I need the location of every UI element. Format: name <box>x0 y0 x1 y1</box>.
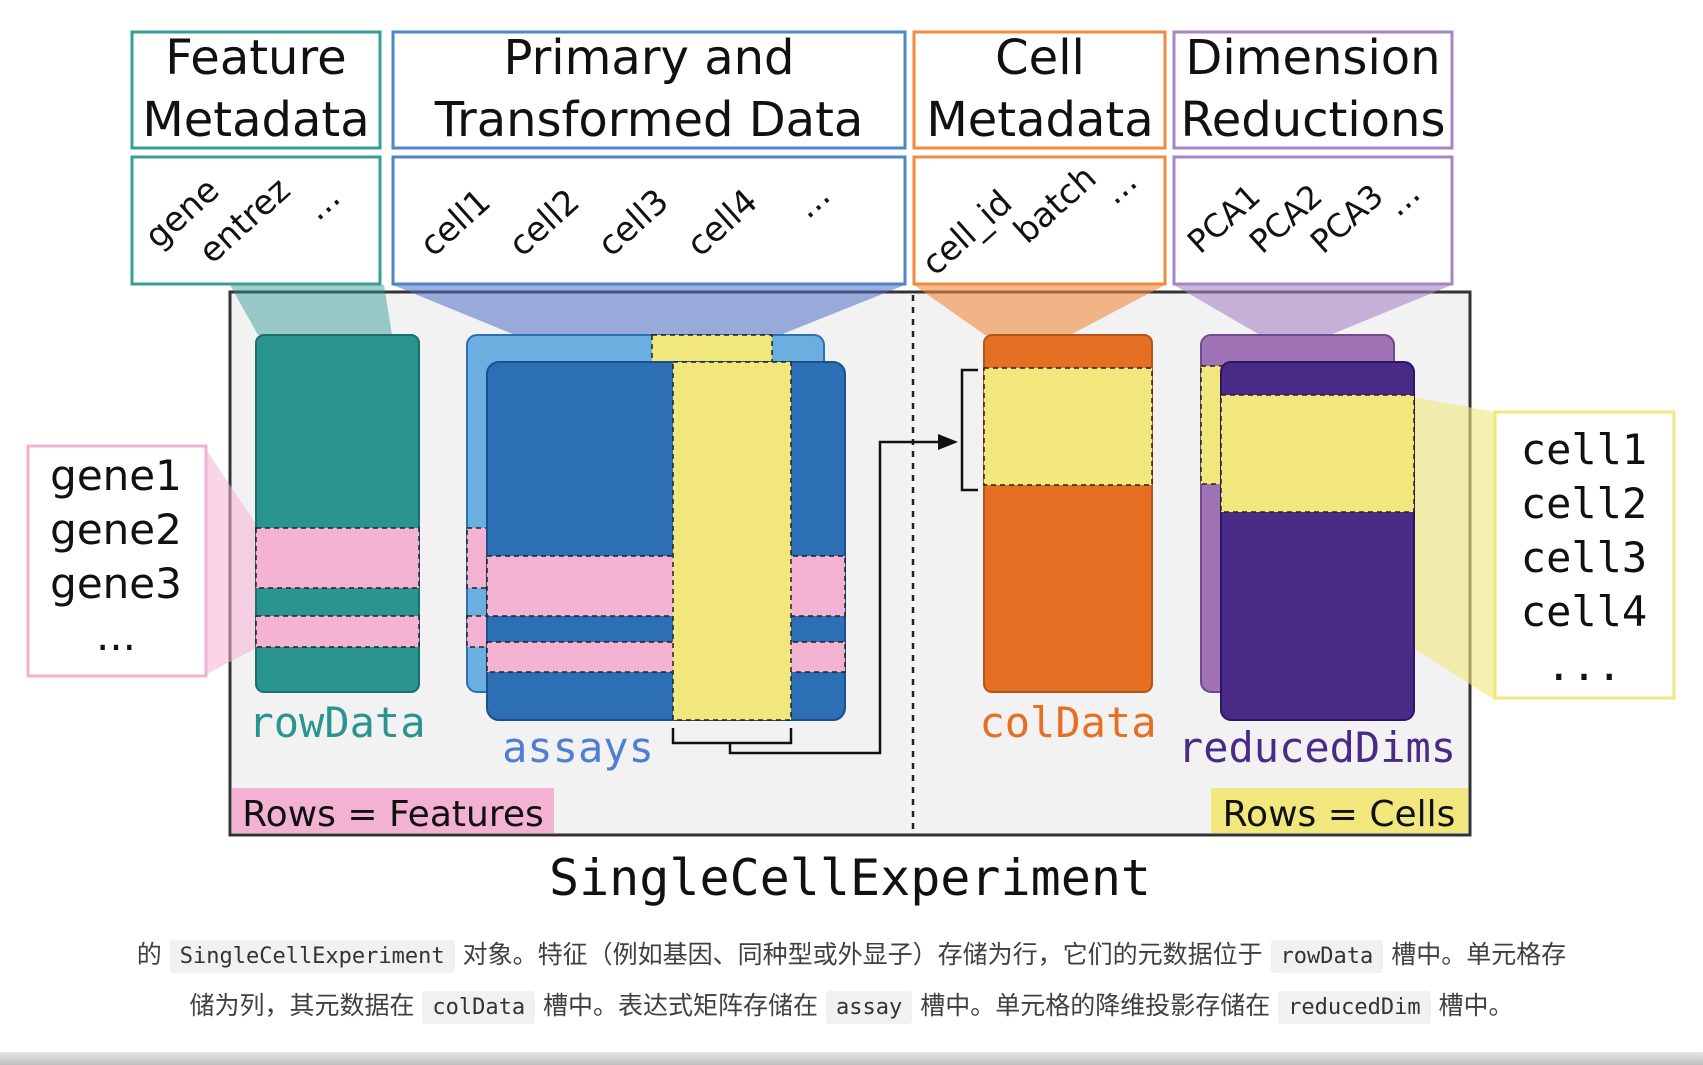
rows-features-tag-bg <box>232 788 554 833</box>
cell-list-box <box>1493 410 1676 700</box>
assay-highlight-col <box>672 361 792 721</box>
primary-data-title-line1: Primary and <box>503 30 794 86</box>
feature-metadata-title-box <box>130 30 382 150</box>
feature-metadata-title-line2: Metadata <box>142 92 369 148</box>
cell-metadata-title-line2: Metadata <box>926 92 1153 148</box>
caption-code: SingleCellExperiment <box>169 940 455 973</box>
caption-code: reducedDim <box>1278 991 1431 1024</box>
dimension-reductions-funnel <box>1174 285 1452 335</box>
reduced-dims-highlight-row <box>1220 394 1415 513</box>
rows-features-tag: Rows = Features <box>242 794 543 835</box>
dimension-reductions-columns-box <box>1172 155 1454 286</box>
row-data-label: rowData <box>248 698 425 747</box>
dimension-reductions-title-line2: Reductions <box>1181 92 1446 148</box>
assay-bracket <box>671 728 793 745</box>
row-data-highlight-row <box>255 615 420 648</box>
caption-text: 对象。特征（例如基因、同种型或外显子）存储为行，它们的元数据位于 <box>454 940 1271 969</box>
cell-list-item: cell2 <box>1521 479 1647 528</box>
single-cell-experiment-diagram: Feature Metadata gene entrez ... Primary… <box>26 30 1676 907</box>
assays-label: assays <box>502 723 654 772</box>
col-data-label: colData <box>979 698 1156 747</box>
cell-metadata-columns-box <box>912 155 1167 286</box>
cell-metadata-funnel <box>914 285 1165 335</box>
page-bottom-shadow <box>0 1052 1703 1065</box>
reduced-dims-block: reducedDims <box>1178 334 1495 772</box>
dimension-reductions-panel: Dimension Reductions PCA1 PCA2 PCA3 ... <box>1172 30 1454 335</box>
arrow-line <box>728 440 955 755</box>
reduced-dims-label: reducedDims <box>1178 723 1456 772</box>
cell-metadata-title-box <box>912 30 1167 150</box>
primary-data-funnel <box>393 285 905 335</box>
arrow-head <box>938 434 958 450</box>
cell-list-item: cell1 <box>1521 425 1647 474</box>
row-data-block: rowData <box>248 334 426 747</box>
gene-list-item: ... <box>96 611 136 660</box>
rows-cells-tag-bg <box>1211 788 1468 833</box>
gene-list-funnel <box>205 448 258 675</box>
caption-text: 槽中。 <box>1430 991 1514 1020</box>
figure-caption: 的 SingleCellExperiment 对象。特征（例如基因、同种型或外显… <box>0 930 1703 1042</box>
gene-list-callout: gene1 gene2 gene3 ... <box>26 444 258 678</box>
caption-text: 槽中。单元格存 <box>1383 940 1567 969</box>
cell-list-item: ... <box>1546 641 1622 690</box>
caption-text: 的 <box>136 940 170 969</box>
row-data-rect <box>255 334 420 693</box>
object-name: SingleCellExperiment <box>549 849 1151 907</box>
feature-metadata-columns-box <box>130 155 382 286</box>
cell-metadata-panel: Cell Metadata cell_id batch ... <box>912 30 1167 335</box>
cell-list-funnel <box>1413 397 1495 700</box>
caption-code: assay <box>826 991 913 1024</box>
gene-list-item: gene3 <box>50 559 182 608</box>
primary-data-columns-box <box>391 155 907 286</box>
rows-cells-tag: Rows = Cells <box>1223 794 1456 835</box>
feature-metadata-title-line1: Feature <box>165 30 346 86</box>
feature-metadata-panel: Feature Metadata gene entrez ... <box>130 30 392 335</box>
col-data-highlight-row <box>983 367 1153 486</box>
feature-metadata-funnel <box>230 285 392 335</box>
gene-list-item: gene2 <box>50 505 182 554</box>
caption-text: 槽中。表达式矩阵存储在 <box>535 991 827 1020</box>
caption-line-1: 的 SingleCellExperiment 对象。特征（例如基因、同种型或外显… <box>0 930 1703 981</box>
coldata-bracket <box>960 368 978 492</box>
cell-list-callout: cell1 cell2 cell3 cell4 ... <box>1493 410 1676 700</box>
cell-list-item: cell4 <box>1521 587 1647 636</box>
gene-list-item: gene1 <box>50 451 182 500</box>
primary-data-title-line2: Transformed Data <box>434 92 864 148</box>
caption-text: 储为列，其元数据在 <box>189 991 423 1020</box>
dimension-reductions-title-line1: Dimension <box>1185 30 1440 86</box>
gene-list-box <box>26 444 208 678</box>
assay-back-highlight-row <box>466 615 488 648</box>
primary-data-panel: Primary and Transformed Data cell1 cell2… <box>391 30 907 335</box>
caption-code: rowData <box>1270 940 1384 973</box>
caption-text: 槽中。单元格的降维投影存储在 <box>912 991 1279 1020</box>
dimension-reductions-title-box <box>1172 30 1454 150</box>
assays-block: assays <box>466 334 846 772</box>
col-data-block: colData <box>979 334 1157 747</box>
caption-code: colData <box>422 991 536 1024</box>
assay-back-highlight-row <box>466 527 488 589</box>
primary-data-title-box <box>391 30 907 150</box>
cell-list-item: cell3 <box>1521 533 1647 582</box>
cell-metadata-title-line1: Cell <box>995 30 1085 86</box>
row-data-highlight-row <box>255 527 420 589</box>
caption-line-2: 储为列，其元数据在 colData 槽中。表达式矩阵存储在 assay 槽中。单… <box>0 981 1703 1032</box>
assay-to-coldata-arrow <box>671 368 978 755</box>
